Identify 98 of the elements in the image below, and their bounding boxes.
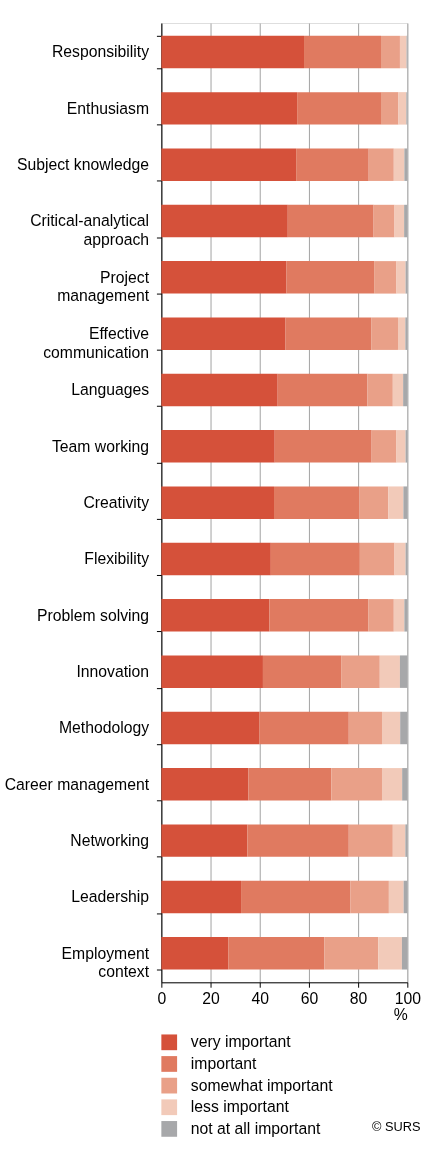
bar	[348, 711, 382, 745]
legend-label: important	[190, 1054, 258, 1072]
y-tick-label: Leadership	[71, 888, 150, 906]
bar	[274, 430, 372, 463]
bar	[348, 824, 393, 857]
bar	[274, 486, 360, 519]
bar	[277, 373, 368, 407]
bar	[371, 317, 398, 350]
bar	[373, 204, 395, 238]
bar	[393, 148, 405, 181]
bar	[161, 317, 286, 350]
x-tick-label: 0	[157, 990, 167, 1008]
x-tick-label: 20	[202, 990, 221, 1008]
bar	[394, 542, 406, 576]
bar	[331, 768, 382, 801]
y-tick-label: Languages	[71, 381, 150, 399]
bar	[296, 148, 369, 181]
bar	[161, 937, 229, 970]
y-tick-label: Flexibility	[84, 550, 150, 568]
bar	[359, 486, 389, 519]
bar	[392, 373, 404, 407]
y-tick-label: Critical-analytical approach	[30, 212, 150, 249]
bar	[161, 373, 278, 407]
bar	[324, 937, 379, 970]
bar	[161, 261, 287, 294]
bar	[368, 599, 394, 632]
bar	[161, 542, 271, 576]
bar	[241, 880, 351, 914]
y-tick-label: Career management	[4, 775, 150, 793]
bar	[359, 542, 395, 576]
y-tick-label: Networking	[70, 832, 150, 850]
bar	[262, 655, 342, 688]
bar	[161, 880, 242, 914]
bar	[381, 768, 403, 801]
bar	[259, 711, 349, 745]
bar	[396, 261, 406, 294]
bar	[297, 92, 381, 125]
bar	[341, 655, 380, 688]
bar	[379, 655, 400, 688]
legend-label: somewhat important	[190, 1076, 334, 1094]
bar	[304, 35, 381, 69]
bar	[285, 317, 372, 350]
bar	[269, 599, 369, 632]
bar	[367, 373, 393, 407]
legend-label: not at all important	[190, 1119, 321, 1137]
bar	[394, 204, 405, 238]
bar	[287, 204, 374, 238]
bar	[374, 261, 397, 294]
bar	[399, 35, 407, 69]
bar	[161, 92, 298, 125]
bar	[388, 880, 404, 914]
y-tick-label: Creativity	[83, 494, 150, 512]
bar	[247, 824, 349, 857]
bar	[381, 711, 401, 745]
bar	[371, 430, 397, 463]
bar	[388, 486, 404, 519]
legend-label: less important	[190, 1098, 290, 1116]
y-tick-label: Enthusiasm	[66, 99, 150, 117]
bar	[161, 486, 275, 519]
y-tick-label: Employment context	[61, 944, 150, 981]
bar	[161, 655, 263, 688]
x-axis-title: %	[393, 1006, 408, 1024]
bar	[393, 599, 405, 632]
y-tick-label: Methodology	[58, 719, 150, 737]
bar	[397, 317, 406, 350]
bar	[161, 204, 288, 238]
bar	[228, 937, 325, 970]
bar	[161, 35, 305, 69]
bar	[161, 599, 270, 632]
bar	[161, 824, 248, 857]
y-tick-label: Responsibility	[51, 43, 150, 61]
bar	[350, 880, 389, 914]
x-tick-label: 100	[394, 990, 422, 1008]
bar	[270, 542, 360, 576]
bar	[161, 148, 297, 181]
x-tick-label: 80	[349, 990, 368, 1008]
bar	[161, 430, 275, 463]
y-tick-label: Project management	[57, 268, 150, 305]
y-tick-label: Team working	[51, 437, 150, 455]
text: © SURS	[371, 1118, 421, 1134]
bar	[381, 92, 399, 125]
y-tick-label: Effective communication	[43, 325, 150, 361]
y-tick-label: Subject knowledge	[16, 156, 150, 174]
bar	[248, 768, 332, 801]
legend-label: very important	[190, 1033, 292, 1051]
bar	[368, 148, 394, 181]
bar	[161, 768, 249, 801]
y-tick-label: Problem solving	[37, 606, 150, 624]
y-tick-label: Innovation	[76, 663, 150, 681]
bar	[378, 937, 402, 970]
bar	[396, 430, 406, 463]
x-tick-label: 40	[251, 990, 270, 1008]
bar	[161, 711, 260, 745]
bar	[381, 35, 400, 69]
bar	[286, 261, 375, 294]
bar	[398, 92, 407, 125]
x-tick-label: 60	[300, 990, 319, 1008]
bar	[392, 824, 406, 857]
